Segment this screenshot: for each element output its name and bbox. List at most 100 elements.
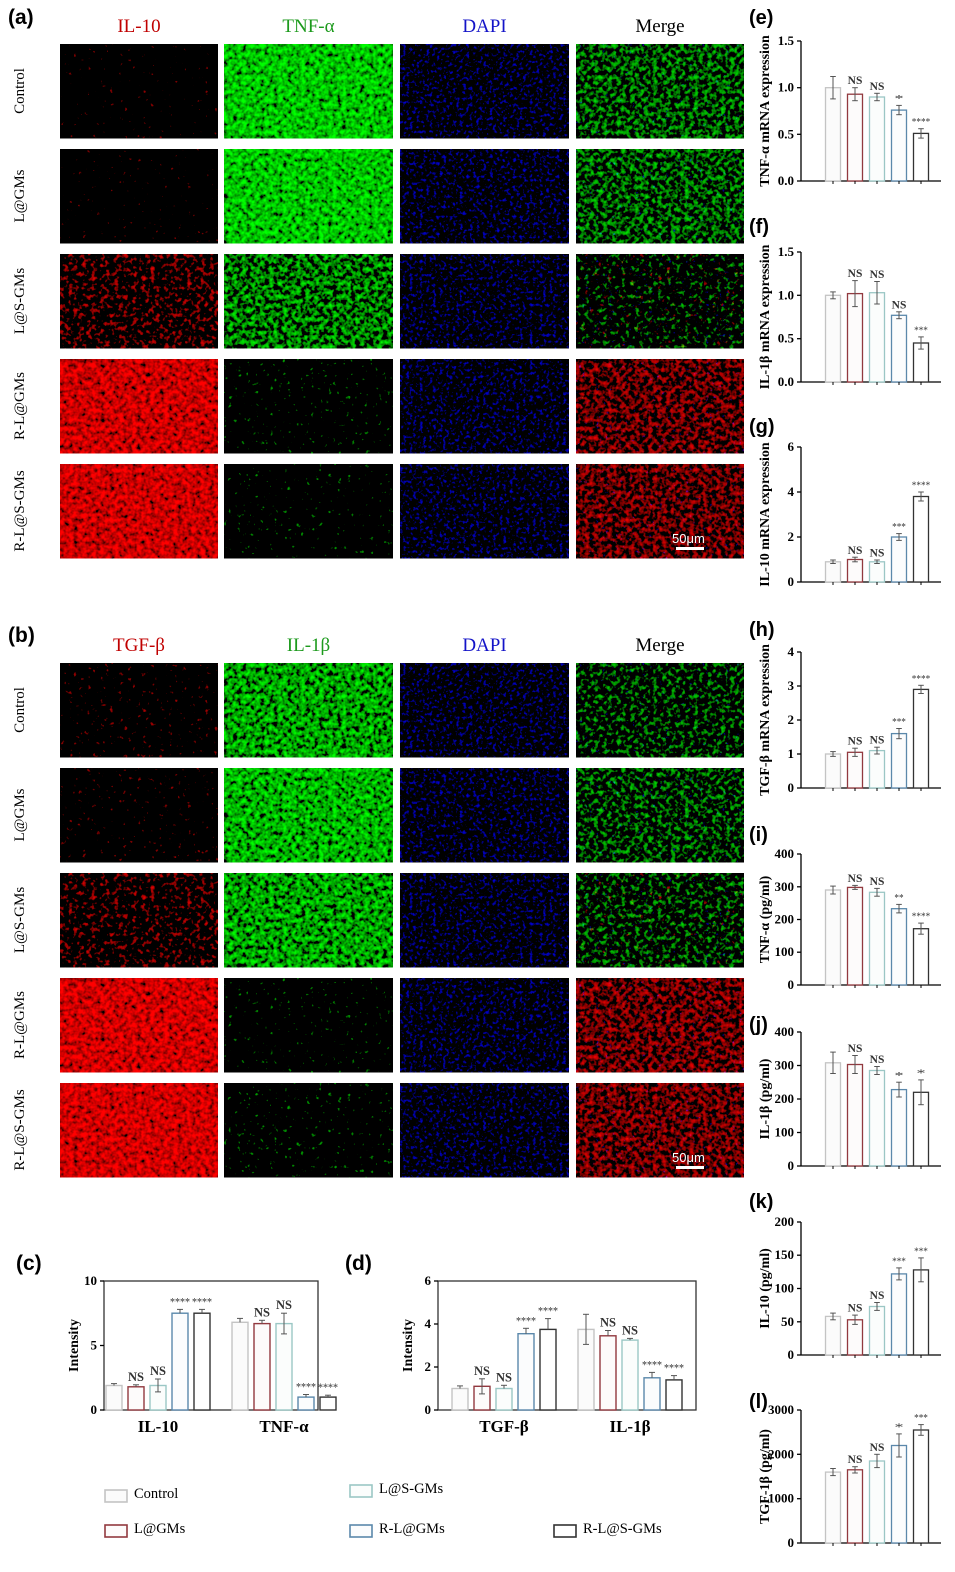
svg-text:2: 2 <box>425 1359 432 1374</box>
svg-text:****: **** <box>912 673 930 685</box>
svg-text:****: **** <box>192 1296 212 1308</box>
svg-text:*: * <box>895 1070 904 1082</box>
svg-text:200: 200 <box>775 1091 795 1106</box>
svg-text:***: *** <box>892 716 906 728</box>
svg-text:****: **** <box>912 911 930 923</box>
svg-text:***: *** <box>892 521 906 533</box>
svg-text:NS: NS <box>870 1290 885 1302</box>
svg-text:****: **** <box>516 1315 536 1327</box>
svg-text:300: 300 <box>775 879 795 894</box>
svg-text:Intensity: Intensity <box>67 1319 82 1372</box>
svg-text:NS: NS <box>848 268 863 280</box>
svg-text:2: 2 <box>788 529 795 544</box>
svg-text:400: 400 <box>775 846 795 861</box>
svg-text:10: 10 <box>84 1273 97 1288</box>
svg-text:100: 100 <box>775 944 795 959</box>
svg-text:400: 400 <box>775 1024 795 1039</box>
svg-text:NS: NS <box>870 269 885 281</box>
svg-text:0: 0 <box>91 1402 98 1417</box>
svg-text:NS: NS <box>848 545 863 557</box>
svg-text:NS: NS <box>254 1305 270 1319</box>
svg-text:****: **** <box>642 1359 662 1371</box>
svg-text:****: **** <box>318 1382 338 1394</box>
svg-text:0.0: 0.0 <box>778 173 794 188</box>
svg-text:0: 0 <box>788 574 795 589</box>
svg-text:NS: NS <box>600 1316 616 1330</box>
svg-text:2: 2 <box>788 712 795 727</box>
svg-text:TNF-α (pg/ml): TNF-α (pg/ml) <box>758 875 773 963</box>
svg-text:****: **** <box>664 1363 684 1375</box>
svg-text:IL-10 mRNA expression: IL-10 mRNA expression <box>758 442 773 587</box>
svg-text:****: **** <box>296 1382 316 1394</box>
svg-text:NS: NS <box>150 1364 166 1378</box>
svg-text:NS: NS <box>848 736 863 748</box>
svg-text:4: 4 <box>425 1316 432 1331</box>
svg-text:NS: NS <box>848 873 863 885</box>
svg-text:4: 4 <box>788 484 795 499</box>
svg-text:1: 1 <box>788 746 795 761</box>
svg-text:****: **** <box>170 1296 190 1308</box>
svg-text:1.5: 1.5 <box>778 244 795 259</box>
svg-text:****: **** <box>538 1306 558 1318</box>
svg-text:1.0: 1.0 <box>778 80 794 95</box>
svg-text:IL-1β (pg/ml): IL-1β (pg/ml) <box>758 1058 773 1139</box>
svg-text:NS: NS <box>622 1323 638 1337</box>
svg-text:0: 0 <box>788 780 795 795</box>
svg-text:***: *** <box>914 324 928 336</box>
svg-text:NS: NS <box>474 1364 490 1378</box>
svg-text:*: * <box>895 93 904 105</box>
svg-text:TNF-α mRNA expression: TNF-α mRNA expression <box>758 35 773 187</box>
svg-text:IL-10 (pg/ml): IL-10 (pg/ml) <box>758 1248 773 1329</box>
svg-text:NS: NS <box>496 1370 512 1384</box>
svg-text:***: *** <box>914 1245 928 1257</box>
svg-text:***: *** <box>914 1412 928 1424</box>
svg-text:0.5: 0.5 <box>778 331 795 346</box>
svg-text:0: 0 <box>788 977 795 992</box>
svg-text:TGF-β: TGF-β <box>479 1417 529 1436</box>
svg-text:150: 150 <box>775 1247 795 1262</box>
svg-text:0.0: 0.0 <box>778 374 794 389</box>
svg-text:NS: NS <box>892 299 907 311</box>
svg-text:NS: NS <box>848 1454 863 1466</box>
svg-text:***: *** <box>892 1255 906 1267</box>
svg-text:*: * <box>917 1067 926 1079</box>
svg-text:Intensity: Intensity <box>401 1319 416 1372</box>
svg-text:3000: 3000 <box>768 1402 794 1417</box>
svg-text:1.0: 1.0 <box>778 287 794 302</box>
svg-text:300: 300 <box>775 1058 795 1073</box>
svg-text:**: ** <box>894 892 903 904</box>
svg-text:5: 5 <box>91 1338 98 1353</box>
svg-text:NS: NS <box>870 1054 885 1066</box>
svg-text:NS: NS <box>848 75 863 87</box>
svg-text:IL-1β mRNA expression: IL-1β mRNA expression <box>758 244 773 389</box>
svg-text:3: 3 <box>788 678 795 693</box>
svg-text:IL-1β: IL-1β <box>609 1417 650 1436</box>
svg-text:0: 0 <box>788 1158 795 1173</box>
svg-text:NS: NS <box>848 1303 863 1315</box>
svg-text:NS: NS <box>870 548 885 560</box>
svg-text:4: 4 <box>788 644 795 659</box>
svg-text:6: 6 <box>425 1273 432 1288</box>
svg-text:0: 0 <box>788 1347 795 1362</box>
svg-text:****: **** <box>912 116 930 128</box>
svg-text:200: 200 <box>775 1214 795 1229</box>
svg-text:TGF-β mRNA expression: TGF-β mRNA expression <box>758 644 773 796</box>
svg-text:100: 100 <box>775 1281 795 1296</box>
svg-text:0.5: 0.5 <box>778 126 795 141</box>
svg-text:NS: NS <box>870 876 885 888</box>
svg-text:200: 200 <box>775 912 795 927</box>
svg-text:1.5: 1.5 <box>778 33 795 48</box>
svg-text:****: **** <box>912 480 930 492</box>
svg-text:NS: NS <box>870 81 885 93</box>
svg-text:NS: NS <box>870 735 885 747</box>
svg-text:TGF-1β (pg/ml): TGF-1β (pg/ml) <box>758 1429 773 1524</box>
svg-text:0: 0 <box>425 1402 432 1417</box>
svg-text:NS: NS <box>276 1298 292 1312</box>
svg-text:6: 6 <box>788 439 795 454</box>
svg-text:0: 0 <box>788 1535 795 1550</box>
svg-text:*: * <box>895 1421 904 1433</box>
svg-text:50: 50 <box>781 1314 794 1329</box>
svg-text:100: 100 <box>775 1125 795 1140</box>
svg-text:NS: NS <box>848 1043 863 1055</box>
svg-text:NS: NS <box>128 1370 144 1384</box>
